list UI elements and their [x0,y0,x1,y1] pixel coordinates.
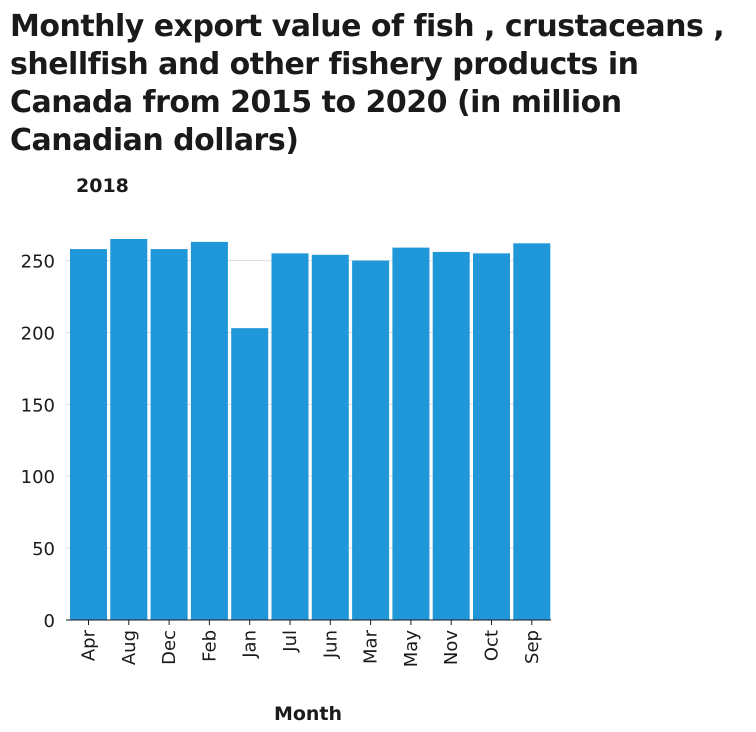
x-tick-label: Apr [79,629,100,661]
bar-oct [473,253,510,620]
y-tick-label: 100 [21,467,55,488]
y-tick-label: 150 [21,395,55,416]
chart-subtitle: 2018 [76,175,129,197]
x-tick-label: Mar [361,629,382,664]
y-tick-label: 200 [21,323,55,344]
bar-mar [352,260,390,620]
x-axis-ticks: Apr Aug Dec Feb Jan Jul Jun Mar May Nov Oct Sep [79,620,543,667]
x-tick-label: Dec [159,630,180,665]
bar-sep [513,243,551,620]
bar-feb [190,241,228,620]
bars [70,239,551,621]
x-tick-label: Jun [320,630,341,659]
bar-may [392,247,430,621]
bar-jul [271,253,309,620]
bar-nov [432,251,470,620]
x-axis-title: Month [274,703,342,725]
x-tick-label: Jan [240,630,261,659]
y-tick-label: 250 [21,252,55,273]
y-axis-ticks: 0 50 100 150 200 250 [21,252,55,632]
bar-jun [311,254,349,620]
x-tick-label: Aug [119,630,140,665]
x-tick-label: Sep [522,630,543,664]
x-tick-label: Oct [482,630,503,661]
bar-apr [70,249,107,620]
x-tick-label: Feb [199,630,220,662]
chart-title: Monthly export value of fish , crustacea… [10,9,725,158]
x-tick-label: Nov [441,630,462,665]
x-tick-label: May [401,630,422,668]
y-tick-label: 50 [32,539,55,560]
bar-aug [110,239,148,620]
y-tick-label: 0 [44,611,55,632]
bar-jan [231,328,269,620]
x-tick-label: Jul [280,630,301,653]
bar-dec [150,249,188,620]
